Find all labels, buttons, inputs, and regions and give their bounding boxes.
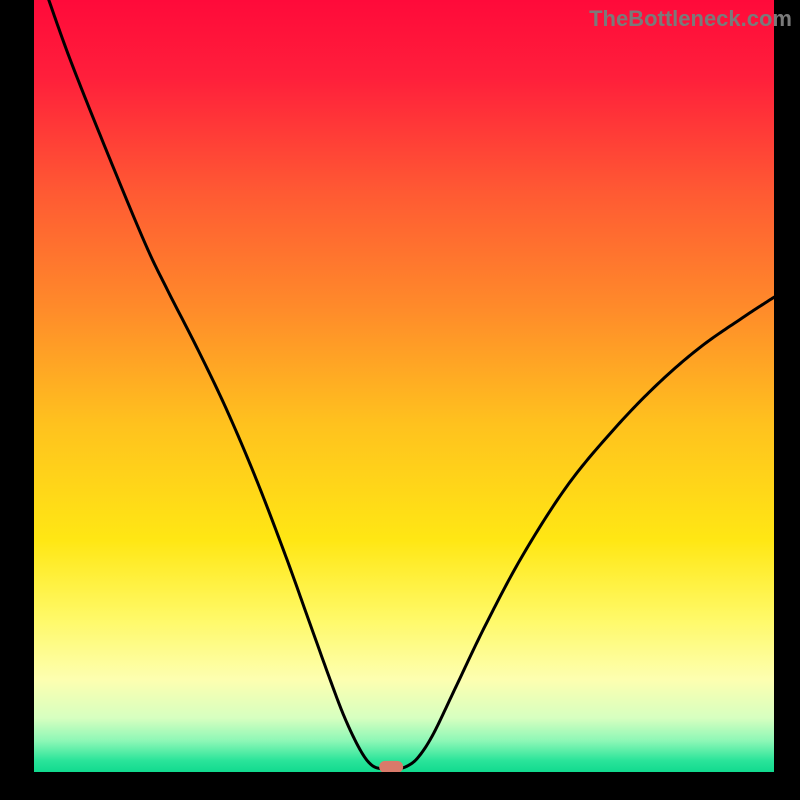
- bottleneck-curve: [34, 0, 774, 772]
- axis-border-bottom: [0, 772, 800, 800]
- chart-container: TheBottleneck.com: [0, 0, 800, 800]
- watermark-text: TheBottleneck.com: [589, 6, 792, 32]
- plot-area: [34, 0, 774, 772]
- axis-border-left: [0, 0, 34, 800]
- optimal-point-marker: [380, 760, 404, 772]
- axis-border-right: [774, 0, 800, 800]
